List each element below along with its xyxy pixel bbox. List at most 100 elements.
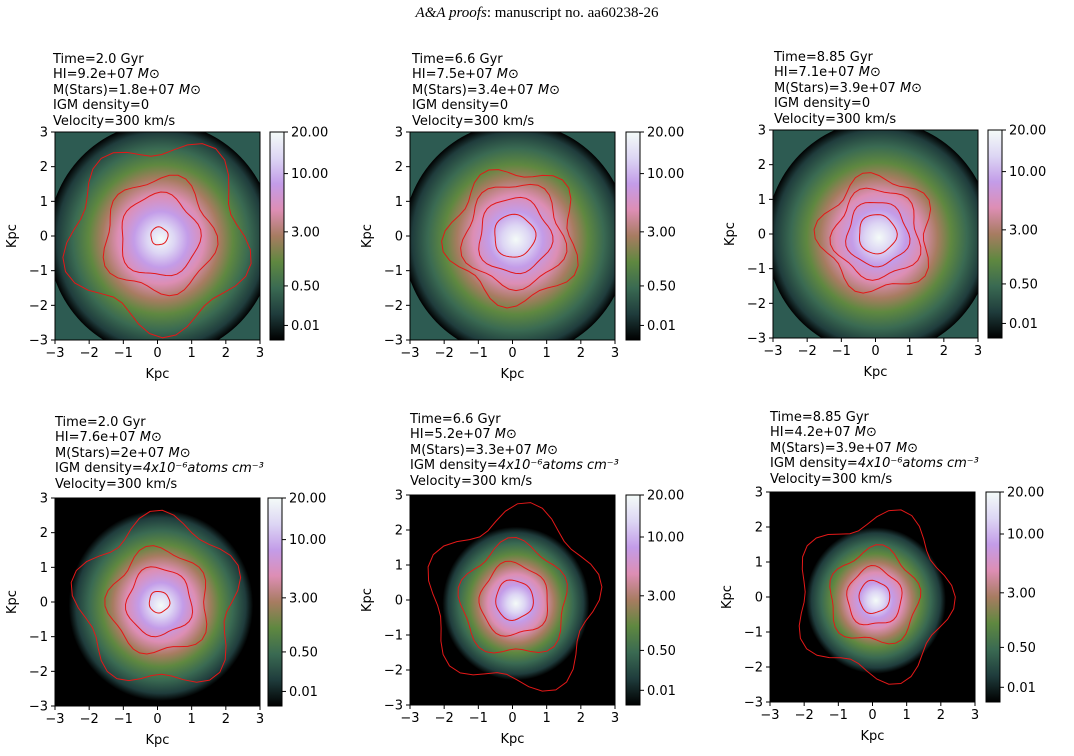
density-contour — [150, 226, 169, 246]
colorbar-tick-label: 0.01 — [647, 684, 676, 699]
hi-mass-label: HI=7.1e+07 M⊙ — [774, 65, 922, 80]
colorbar — [985, 491, 1001, 703]
colorbar — [267, 497, 283, 707]
page-header: A&A proofs: manuscript no. aa60238-26 — [0, 5, 1074, 22]
x-tick-label: 1 — [906, 344, 914, 359]
hi-column-density-map — [805, 527, 946, 674]
igm-density-value: IGM density= — [410, 458, 498, 474]
density-contour — [813, 172, 932, 294]
stellar-mass-value: M(Stars)=3.9e+07 — [774, 80, 900, 96]
x-axis-label: Kpc — [864, 365, 888, 380]
x-tick-label: −3 — [400, 346, 419, 361]
x-tick-label: −3 — [400, 711, 419, 726]
x-tick-label: 3 — [611, 711, 619, 726]
density-contour — [858, 214, 898, 255]
igm-density-label: IGM density=4x10⁻⁶atoms cm⁻³ — [55, 461, 264, 476]
colorbar-tick-label: 3.00 — [1009, 223, 1038, 238]
x-tick-label: 0 — [871, 344, 879, 359]
colorbar-tick-label: 0.01 — [647, 319, 676, 334]
time-label: Time=6.6 Gyr — [410, 412, 501, 427]
colorbar-tick-label: 10.00 — [647, 167, 684, 182]
y-tick-label: 2 — [395, 524, 403, 539]
x-tick-label: 2 — [222, 712, 230, 727]
y-tick-label: −1 — [384, 264, 403, 279]
y-tick-label: −1 — [384, 629, 403, 644]
y-tick-label: −2 — [384, 664, 403, 679]
igm-density-value: IGM density= — [55, 461, 143, 477]
density-contour — [494, 213, 537, 258]
mass-unit: M⊙ — [494, 427, 517, 443]
colorbar-tick-label: 0.50 — [1009, 277, 1038, 292]
y-tick-label: −3 — [29, 334, 48, 349]
hi-mass-value: HI=7.1e+07 — [774, 65, 859, 81]
y-tick-label: 0 — [758, 228, 766, 243]
x-tick-label: 3 — [971, 708, 979, 723]
velocity-label: Velocity=300 km/s — [770, 471, 893, 487]
stellar-mass-value: M(Stars)=3.9e+07 — [770, 440, 896, 456]
colorbar-tick-label: 10.00 — [1009, 165, 1046, 180]
panel-info-5: Time=6.6 Gyr HI=5.2e+07 M⊙ M(Stars)=3.3e+0… — [410, 412, 619, 489]
hi-column-density-map — [442, 526, 590, 681]
density-contour — [104, 545, 208, 655]
igm-density-label: IGM density=0 — [53, 98, 201, 113]
x-tick-label: 3 — [611, 346, 619, 361]
density-contour — [62, 143, 252, 339]
x-tick-label: 3 — [974, 344, 982, 359]
manuscript-id: : manuscript no. aa60238-26 — [486, 5, 659, 21]
igm-density-value: IGM density=0 — [412, 98, 509, 114]
x-tick-label: −1 — [114, 712, 133, 727]
y-tick-label: 1 — [40, 561, 48, 576]
heatmap-panel-6: −3−3 −2 −2 −1 −1 0 0 1 1 2 2 3 3 Kpc Kpc 20.00 10.00 3.00… — [720, 486, 1044, 745]
heatmap-panel-3: −3−3 −2 −2 −1 −1 0 0 1 1 2 2 3 3 Kpc Kpc 20.00 10.00 3.00… — [723, 124, 1046, 381]
mass-unit: M⊙ — [895, 440, 919, 456]
panel-info-1: Time=2.0 Gyr HI=9.2e+07 M⊙ M(Stars)=1.8e+0… — [53, 52, 201, 129]
mass-unit: M⊙ — [496, 67, 519, 83]
y-axis-label: Kpc — [5, 224, 20, 248]
x-tick-label: 3 — [256, 712, 264, 727]
x-tick-label: −2 — [80, 712, 99, 727]
x-tick-label: −3 — [763, 344, 782, 359]
colorbar-tick-label: 20.00 — [647, 126, 684, 141]
panel-info-6: Time=8.85 Gyr HI=4.2e+07 M⊙ M(Stars)=3.9e+… — [770, 410, 979, 487]
panel-info-3: Time=8.85 Gyr HI=7.1e+07 M⊙ M(Stars)=3.9e+… — [774, 50, 922, 127]
y-tick-label: 3 — [755, 486, 763, 501]
igm-density-label: IGM density=0 — [774, 96, 922, 111]
y-tick-label: 0 — [755, 591, 763, 606]
hi-column-density-map — [410, 132, 615, 340]
density-contour — [70, 509, 242, 683]
y-tick-label: −3 — [744, 696, 763, 711]
hi-column-density-map — [68, 509, 254, 701]
igm-density-label: IGM density=4x10⁻⁶atoms cm⁻³ — [770, 456, 979, 471]
x-tick-label: −2 — [798, 344, 817, 359]
y-axis-label: Kpc — [360, 588, 375, 612]
x-tick-label: 0 — [868, 708, 876, 723]
density-contour — [829, 187, 922, 281]
y-tick-label: −2 — [29, 299, 48, 314]
panel-info-4: Time=2.0 Gyr HI=7.6e+07 M⊙ M(Stars)=2e+07 … — [55, 415, 264, 492]
x-tick-label: 0 — [153, 346, 161, 361]
hi-mass-value: HI=7.6e+07 — [55, 430, 140, 446]
hi-mass-label: HI=7.5e+07 M⊙ — [412, 67, 560, 82]
y-tick-label: 2 — [395, 160, 403, 175]
igm-density-label: IGM density=4x10⁻⁶atoms cm⁻³ — [410, 458, 619, 473]
mass-unit: M⊙ — [178, 82, 202, 98]
x-tick-label: 0 — [153, 712, 161, 727]
x-tick-label: −2 — [80, 346, 99, 361]
y-tick-label: −1 — [744, 626, 763, 641]
colorbar-tick-label: 20.00 — [289, 492, 326, 507]
stellar-mass-value: M(Stars)=1.8e+07 — [53, 82, 179, 98]
colorbar-tick-label: 10.00 — [1007, 528, 1044, 543]
heatmap-panel-1: −3−3 −2 −2 −1 −1 0 0 1 1 2 2 3 3 Kpc Kpc 20.00 10.00 3.00… — [5, 126, 328, 383]
x-tick-label: −3 — [45, 346, 64, 361]
heatmap-panel-2: −3−3 −2 −2 −1 −1 0 0 1 1 2 2 3 3 Kpc Kpc 20.00 10.00 3.00… — [360, 126, 684, 383]
colorbar — [987, 129, 1003, 339]
heatmap-panel-5: −3−3 −2 −2 −1 −1 0 0 1 1 2 2 3 3 Kpc Kpc 20.00 10.00 3.00… — [360, 489, 684, 748]
colorbar-tick-label: 0.50 — [289, 645, 318, 660]
colorbar-tick-label: 20.00 — [291, 126, 328, 141]
hi-mass-value: HI=4.2e+07 — [770, 425, 855, 441]
velocity-label: Velocity=300 km/s — [55, 476, 178, 492]
colorbar-tick-label: 0.50 — [291, 279, 320, 294]
colorbar-tick-label: 0.50 — [647, 644, 676, 659]
x-tick-label: −2 — [795, 708, 814, 723]
x-tick-label: 2 — [577, 346, 585, 361]
